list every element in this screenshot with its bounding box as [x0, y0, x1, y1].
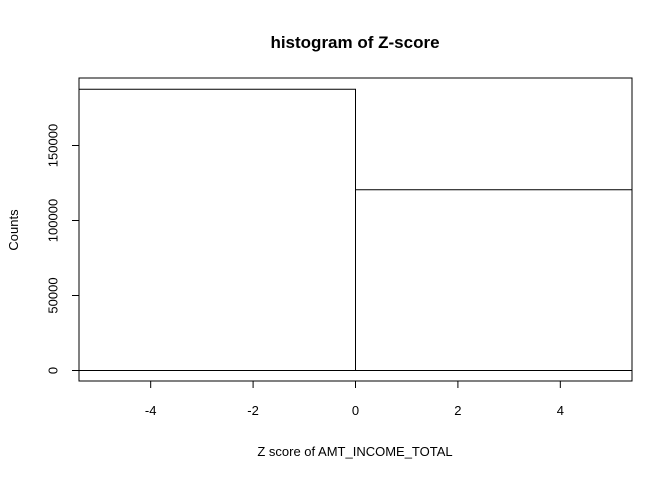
- y-axis-label: Counts: [6, 209, 21, 251]
- y-tick-label: 150000: [46, 124, 61, 167]
- x-tick-label: -2: [247, 403, 259, 418]
- x-tick-label: 0: [352, 403, 359, 418]
- histogram-bar: [78, 88, 356, 371]
- x-tick-label: 2: [454, 403, 461, 418]
- x-tick-label: -4: [145, 403, 157, 418]
- bars-layer: [78, 88, 633, 371]
- histogram-bar: [355, 189, 633, 371]
- y-axis: 0 50000 100000 150000: [46, 124, 79, 374]
- x-tick-label: 4: [557, 403, 564, 418]
- x-axis: -4 -2 0 2 4: [145, 381, 564, 418]
- y-tick-label: 50000: [46, 277, 61, 313]
- x-axis-label: Z score of AMT_INCOME_TOTAL: [257, 444, 452, 459]
- y-tick-label: 100000: [46, 199, 61, 242]
- chart-title: histogram of Z-score: [270, 33, 439, 52]
- y-tick-label: 0: [46, 367, 61, 374]
